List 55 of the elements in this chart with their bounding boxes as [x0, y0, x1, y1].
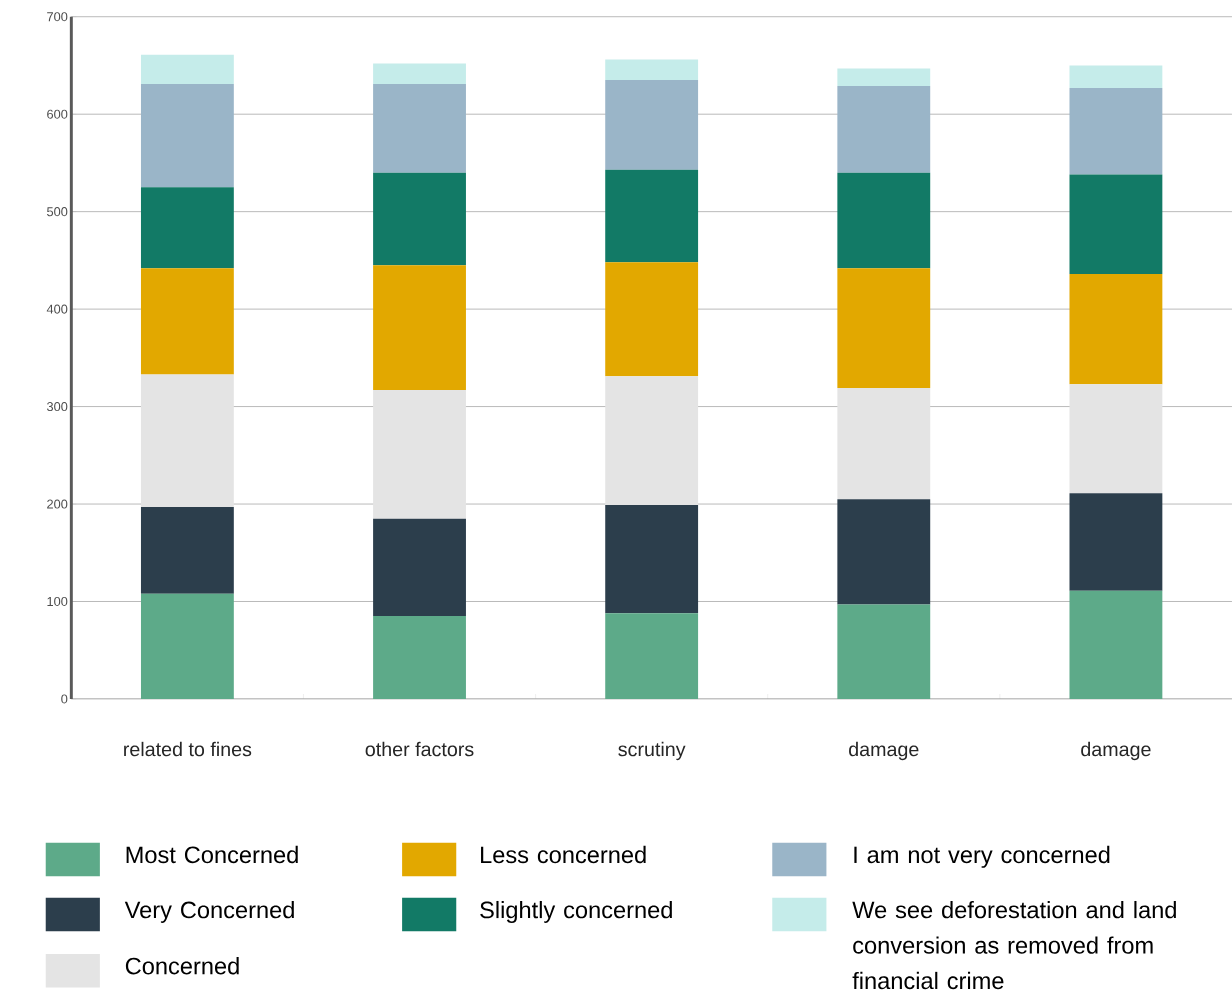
- x-tick-label: damage: [849, 741, 919, 761]
- bar: [605, 262, 699, 377]
- bar: [373, 172, 466, 266]
- bar: [1069, 174, 1163, 274]
- bar: [605, 376, 699, 505]
- x-tick-label: related to fines: [124, 741, 252, 757]
- legend-label: I am not very concerned: [854, 845, 1110, 868]
- bar: [373, 518, 466, 617]
- x-tick-label: scrutiny: [618, 741, 686, 761]
- bar: [140, 374, 234, 507]
- bar: [140, 83, 234, 188]
- y-tick-label: 300: [46, 401, 68, 411]
- bar: [373, 83, 466, 173]
- bar: [1069, 384, 1163, 494]
- bar: [373, 389, 466, 519]
- bar: [837, 85, 931, 173]
- legend-label: We see deforestation and land conversion as removed from financial crime: [852, 900, 1176, 990]
- bar: [837, 604, 931, 699]
- legend-label: Very Concerned: [124, 900, 294, 923]
- bar: [837, 172, 931, 269]
- y-tick-label: 700: [47, 12, 68, 22]
- bar: [140, 506, 234, 594]
- bar: [837, 68, 931, 86]
- bar: [605, 59, 699, 80]
- bar: [373, 63, 466, 84]
- legend-label: Less concerned: [481, 845, 646, 864]
- bar: [140, 187, 234, 269]
- bar: [837, 268, 931, 388]
- legend-label: Concerned: [125, 956, 239, 975]
- bar: [1069, 87, 1163, 175]
- bar: [605, 169, 699, 263]
- y-tick-label: 600: [47, 109, 68, 119]
- bar: [837, 387, 931, 500]
- legend-label: Most Concerned: [126, 845, 298, 864]
- x-tick-label: damage: [1081, 741, 1151, 761]
- bar: [605, 504, 699, 614]
- x-tick-label: other factors: [365, 741, 474, 757]
- bar: [140, 54, 234, 84]
- bar: [373, 616, 466, 699]
- bar: [1069, 273, 1163, 385]
- bar: [1069, 590, 1163, 699]
- bar: [373, 265, 466, 390]
- bar: [605, 79, 699, 170]
- legend-label: Slightly concerned: [480, 900, 672, 923]
- bar: [1069, 65, 1163, 88]
- bar: [837, 499, 931, 605]
- y-tick-label: 100: [47, 596, 68, 606]
- y-tick-label: 500: [47, 207, 68, 217]
- bar: [140, 593, 234, 699]
- y-tick-label: 400: [46, 304, 68, 314]
- y-tick-label: 200: [47, 499, 68, 509]
- bar: [605, 613, 699, 699]
- y-tick-label: 0: [61, 694, 68, 704]
- bar: [140, 268, 234, 375]
- bar: [1069, 493, 1163, 591]
